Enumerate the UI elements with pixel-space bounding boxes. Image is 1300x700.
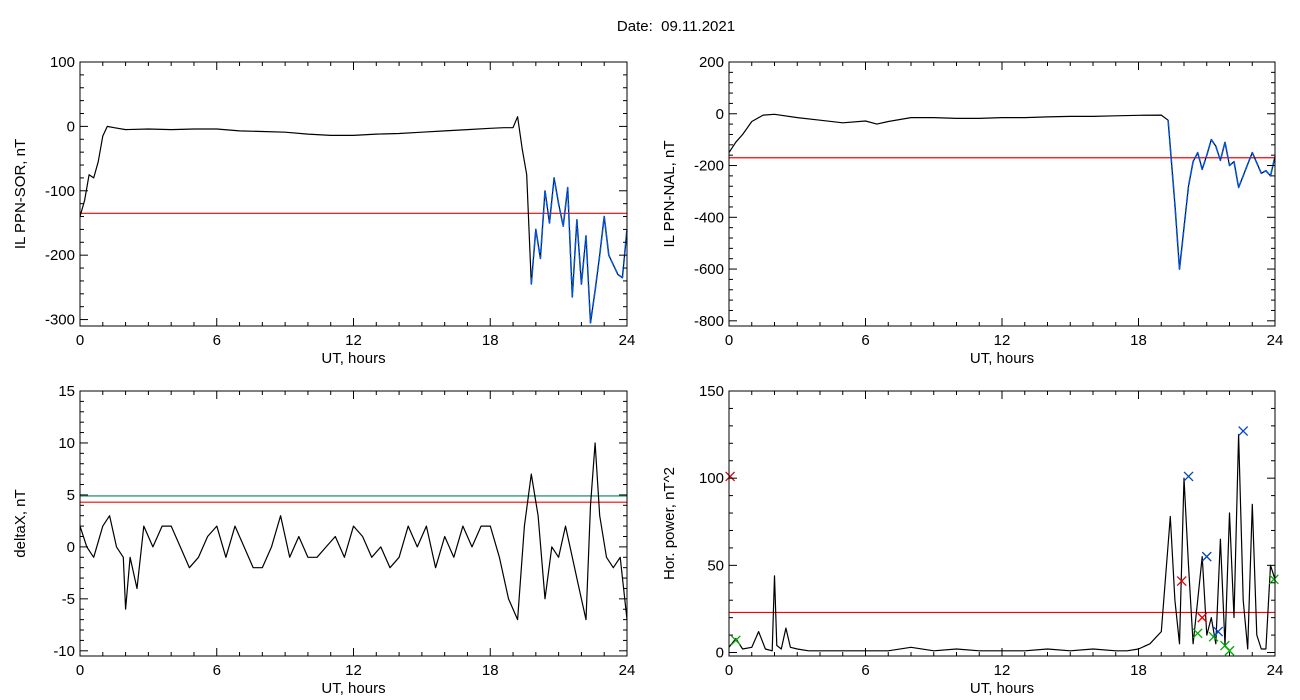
x-tick-label-1: 0	[76, 332, 84, 349]
x-tick-label-3: 12	[345, 662, 362, 679]
x-tick-label-2: 6	[861, 332, 869, 349]
peak-marker-stroke	[1176, 576, 1187, 586]
x-tick-label-3: 18	[482, 662, 499, 679]
active-segment-line-1	[530, 177, 628, 324]
y-tick-label-2: -600	[694, 261, 724, 278]
peak-marker-stroke	[725, 471, 736, 482]
y-tick-label-1: -300	[45, 312, 75, 329]
peak-marker-stroke	[1224, 645, 1235, 656]
y-tick-label-3: 10	[58, 435, 75, 452]
y-tick-label-1: 0	[67, 118, 75, 135]
y-tick-label-1: 100	[50, 54, 75, 71]
peak-marker-stroke	[1192, 628, 1203, 639]
data-line-2	[728, 113, 1276, 270]
peak-marker-stroke	[1213, 626, 1224, 637]
x-tick-label-2: 0	[725, 332, 733, 349]
peak-marker-red	[1197, 612, 1208, 623]
data-line-4	[728, 434, 1276, 652]
y-tick-label-3: 15	[58, 383, 75, 400]
x-axis-title-3: UT, hours	[321, 680, 385, 697]
date-label: Date:	[616, 18, 653, 35]
x-axis-title-1: UT, hours	[321, 350, 385, 367]
peak-marker-blue	[1201, 551, 1212, 562]
y-tick-label-2: -800	[694, 313, 724, 330]
x-tick-label-4: 0	[725, 662, 733, 679]
peak-marker-blue	[1238, 426, 1249, 437]
peak-marker-stroke	[730, 635, 741, 646]
y-tick-label-4: 50	[707, 557, 724, 574]
peak-marker-stroke	[1238, 426, 1249, 437]
x-tick-label-4: 24	[1267, 662, 1284, 679]
x-tick-label-3: 0	[76, 662, 84, 679]
plot-frame-3	[79, 390, 628, 657]
y-tick-label-2: -200	[694, 158, 724, 175]
x-tick-label-2: 24	[1267, 332, 1284, 349]
x-tick-label-1: 12	[345, 332, 362, 349]
x-tick-label-1: 18	[482, 332, 499, 349]
data-line-3	[79, 442, 628, 621]
x-tick-label-1: 24	[619, 332, 636, 349]
plot-frame-4	[728, 390, 1276, 657]
peak-marker-green	[1268, 574, 1279, 585]
y-tick-label-2: -400	[694, 209, 724, 226]
y-tick-label-3: -5	[62, 591, 75, 608]
y-tick-label-1: -200	[45, 247, 75, 264]
peak-marker-stroke	[1268, 574, 1279, 585]
y-tick-label-2: 200	[699, 54, 724, 71]
peak-marker-red	[1176, 576, 1187, 586]
active-segment-line-2	[1167, 120, 1276, 270]
x-axis-title-2: UT, hours	[970, 350, 1034, 367]
plot-frame-2	[728, 61, 1276, 327]
peak-marker-red	[725, 471, 736, 482]
x-tick-label-4: 18	[1130, 662, 1147, 679]
x-tick-label-2: 18	[1130, 332, 1147, 349]
x-tick-label-3: 24	[619, 662, 636, 679]
y-tick-label-4: 100	[699, 470, 724, 487]
x-axis-title-4: UT, hours	[970, 680, 1034, 697]
peak-marker-stroke	[1183, 471, 1194, 482]
peak-marker-stroke	[1201, 551, 1212, 562]
y-axis-title-4: Hor. power, nT^2	[661, 467, 678, 580]
y-axis-title-2: IL PPN-NAL, nT	[661, 141, 678, 248]
peak-marker-stroke	[1197, 612, 1208, 623]
y-tick-label-1: -100	[45, 183, 75, 200]
peak-marker-green	[1192, 628, 1203, 639]
x-tick-label-3: 6	[213, 662, 221, 679]
peak-marker-stroke	[1219, 640, 1230, 651]
y-tick-label-3: 5	[67, 487, 75, 504]
y-tick-label-4: 0	[716, 645, 724, 662]
x-tick-label-1: 6	[213, 332, 221, 349]
y-tick-label-4: 150	[699, 383, 724, 400]
y-axis-title-3: deltaX, nT	[12, 489, 29, 557]
peak-marker-green	[730, 635, 741, 646]
y-tick-label-2: 0	[716, 106, 724, 123]
x-tick-label-2: 12	[994, 332, 1011, 349]
peak-marker-blue	[1213, 626, 1224, 637]
y-tick-label-3: 0	[67, 539, 75, 556]
y-axis-title-1: IL PPN-SOR, nT	[12, 139, 29, 249]
peak-marker-blue	[1183, 471, 1194, 482]
data-line-1	[79, 116, 628, 324]
x-tick-label-4: 6	[861, 662, 869, 679]
y-tick-label-3: -10	[53, 643, 75, 660]
peak-marker-green	[1224, 645, 1235, 656]
x-tick-label-4: 12	[994, 662, 1011, 679]
date-value: 09.11.2021	[661, 18, 736, 35]
date-title: Date: 09.11.2021	[0, 18, 1300, 35]
